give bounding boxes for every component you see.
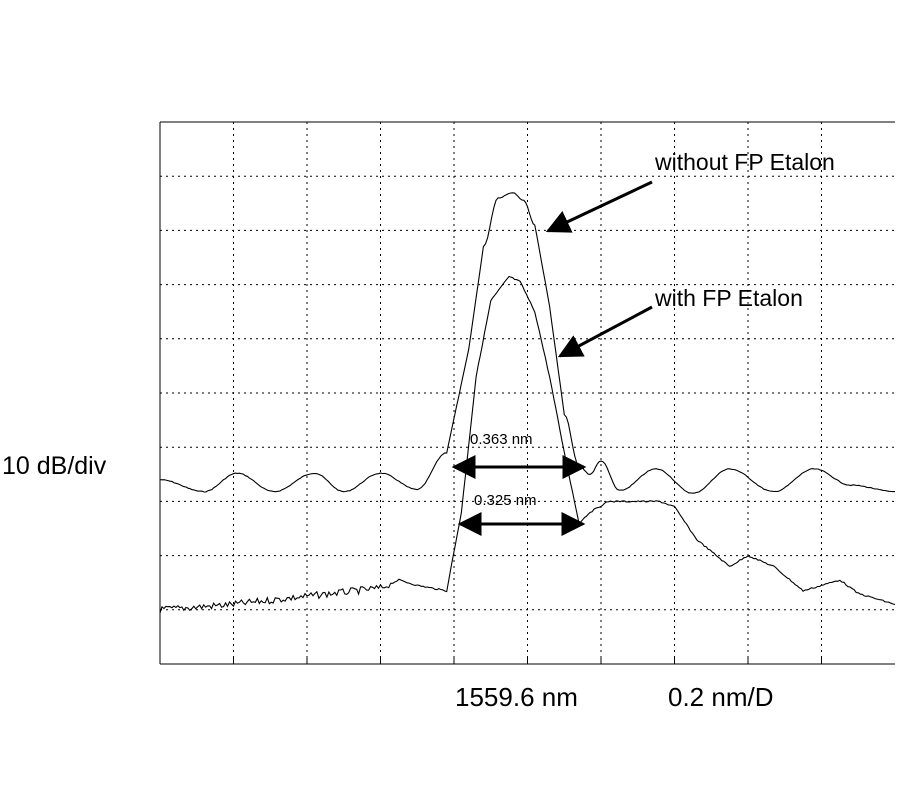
series-line-with-etalon bbox=[159, 275, 896, 614]
x-scale-label: 0.2 nm/D bbox=[668, 682, 774, 712]
series-line-without-etalon bbox=[159, 192, 895, 494]
label-without-fp-etalon: without FP Etalon bbox=[654, 149, 835, 175]
grid-lines bbox=[160, 122, 895, 664]
arrow-with-fp-etalon bbox=[557, 305, 653, 358]
series-group bbox=[159, 192, 896, 614]
plot-frame bbox=[159, 121, 895, 665]
arrow-without-fp-etalon bbox=[545, 180, 653, 233]
annotations: without FP Etalon with FP Etalon 0.363 nm 0… bbox=[451, 149, 835, 536]
width-label-with-fp-etalon: 0.325 nm bbox=[474, 492, 537, 509]
width-label-without-fp-etalon: 0.363 nm bbox=[470, 431, 533, 448]
x-center-wavelength-label: 1559.6 nm bbox=[455, 682, 578, 712]
label-with-fp-etalon: with FP Etalon bbox=[654, 285, 803, 311]
y-axis-label: 10 dB/div bbox=[2, 452, 107, 480]
